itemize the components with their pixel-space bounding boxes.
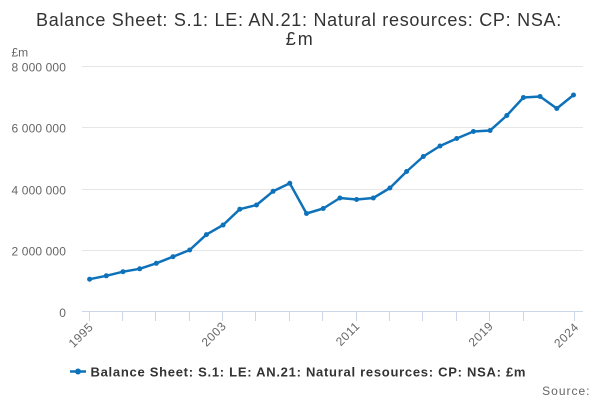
svg-text:4 000 000: 4 000 000 — [12, 184, 67, 198]
svg-text:Source:: Source: — [542, 384, 590, 398]
svg-text:Balance Sheet: S.1: LE: AN.21:: Balance Sheet: S.1: LE: AN.21: Natural r… — [36, 10, 562, 30]
svg-text:Balance Sheet: S.1: LE: AN.21:: Balance Sheet: S.1: LE: AN.21: Natural r… — [91, 365, 527, 380]
svg-text:£m: £m — [12, 46, 29, 60]
svg-text:£m: £m — [286, 29, 315, 49]
svg-text:0: 0 — [59, 306, 66, 320]
svg-text:2 000 000: 2 000 000 — [12, 245, 67, 259]
svg-text:8 000 000: 8 000 000 — [12, 61, 67, 75]
svg-text:6 000 000: 6 000 000 — [12, 122, 67, 136]
